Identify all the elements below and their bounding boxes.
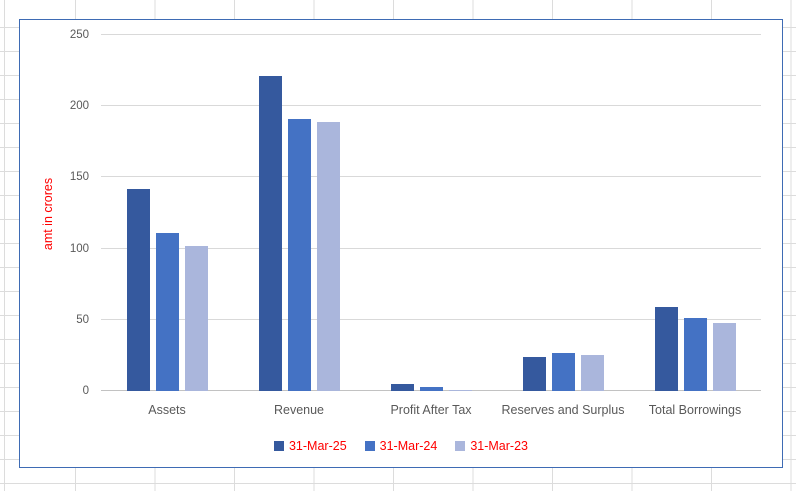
y-tick-label: 200 bbox=[69, 100, 89, 113]
y-tick-label: 50 bbox=[76, 313, 89, 326]
bar-31-Mar-24[interactable] bbox=[551, 352, 575, 391]
worksheet-gridline bbox=[4, 0, 5, 491]
bar-31-Mar-23[interactable] bbox=[316, 121, 340, 391]
major-gridline bbox=[101, 176, 761, 178]
bar-31-Mar-25[interactable] bbox=[390, 383, 414, 391]
legend-label: 31-Mar-25 bbox=[288, 439, 347, 453]
legend-swatch-icon bbox=[455, 441, 466, 451]
category-label: Revenue bbox=[273, 403, 325, 417]
bar-31-Mar-24[interactable] bbox=[155, 232, 179, 391]
legend-label: 31-Mar-23 bbox=[470, 439, 528, 453]
legend-item[interactable]: 31-Mar-24 bbox=[364, 439, 438, 453]
bar-group bbox=[101, 35, 233, 391]
y-tick-label: 0 bbox=[82, 385, 89, 397]
bar-31-Mar-23[interactable] bbox=[580, 355, 604, 391]
legend-swatch-icon bbox=[364, 441, 375, 451]
legend-label: 31-Mar-24 bbox=[379, 439, 438, 453]
bar-31-Mar-23[interactable] bbox=[712, 322, 736, 391]
chart-object[interactable]: amt in crores 0 50 100 150 200 250 Assets Reve… bbox=[19, 19, 783, 468]
legend-item[interactable]: 31-Mar-25 bbox=[273, 439, 347, 453]
category-label: Assets bbox=[148, 403, 186, 417]
major-gridline bbox=[101, 105, 761, 107]
bar-31-Mar-24[interactable] bbox=[419, 386, 443, 391]
category-label: Profit After Tax bbox=[390, 403, 472, 417]
bar-31-Mar-25[interactable] bbox=[126, 188, 150, 391]
bar-31-Mar-25[interactable] bbox=[654, 306, 678, 391]
bar-group bbox=[629, 35, 761, 391]
y-tick-label: 100 bbox=[69, 242, 89, 255]
legend-item[interactable]: 31-Mar-23 bbox=[455, 440, 528, 452]
major-gridline bbox=[101, 318, 761, 320]
major-gridline bbox=[101, 34, 761, 35]
bar-group bbox=[497, 35, 629, 391]
bar-31-Mar-23[interactable] bbox=[184, 245, 208, 391]
category-label: Reserves and Surplus bbox=[501, 403, 625, 417]
bar-group bbox=[233, 35, 365, 391]
y-tick-label: 150 bbox=[69, 171, 89, 184]
bar-group bbox=[365, 35, 497, 391]
bar-31-Mar-24[interactable] bbox=[287, 119, 311, 391]
bar-31-Mar-25[interactable] bbox=[522, 356, 546, 391]
legend-swatch-icon bbox=[273, 441, 284, 451]
bar-31-Mar-25[interactable] bbox=[258, 76, 282, 391]
plot-area[interactable] bbox=[101, 34, 761, 391]
bar-31-Mar-23[interactable] bbox=[448, 389, 472, 391]
y-tick-label: 250 bbox=[69, 29, 89, 41]
legend: 31-Mar-25 31-Mar-24 31-Mar-23 bbox=[20, 440, 782, 452]
category-label: Total Borrowings bbox=[648, 403, 742, 417]
bar-31-Mar-24[interactable] bbox=[683, 318, 707, 391]
major-gridline bbox=[101, 247, 761, 249]
